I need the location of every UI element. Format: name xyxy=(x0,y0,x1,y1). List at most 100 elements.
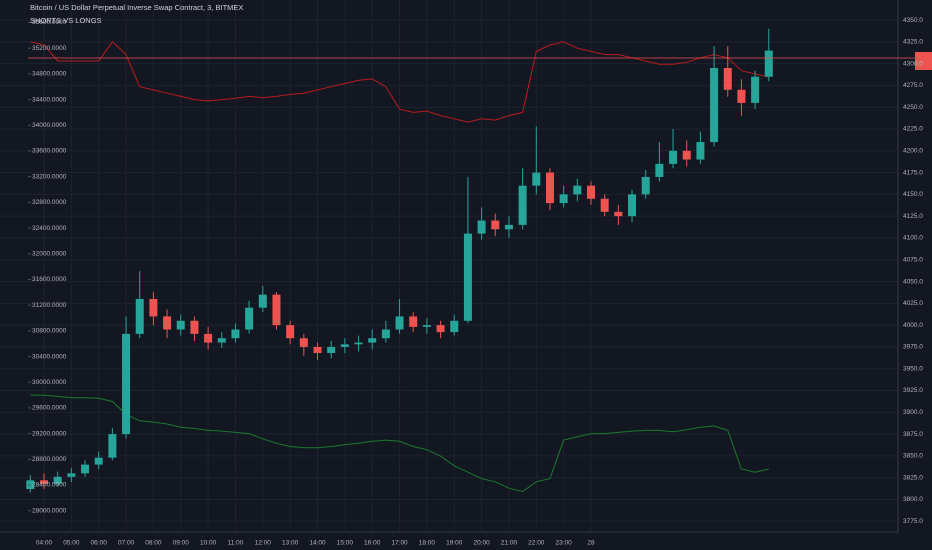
candle-body xyxy=(299,338,308,347)
price-marker xyxy=(915,52,932,70)
y-tick-label: 28400.0000 xyxy=(32,482,67,489)
candle-body xyxy=(710,67,719,143)
x-tick-label: 06:00 xyxy=(91,540,108,547)
candle-body xyxy=(395,316,404,330)
labels: 3775.0 3800.0 3825.0 3850.0 3875.0 3900.0 3925… xyxy=(28,17,923,547)
candle-body xyxy=(573,185,582,195)
y-tick-label: 30000.0000 xyxy=(32,379,67,386)
candle-body xyxy=(751,76,760,103)
y-tick-label: 28000.0000 xyxy=(32,507,67,514)
y2-tick-label: 4300.0 xyxy=(903,60,923,67)
candle-body xyxy=(587,185,595,199)
candle-body xyxy=(764,50,773,77)
y2-tick-label: 3925.0 xyxy=(903,387,923,394)
candle-body xyxy=(204,333,213,343)
x-tick-label: 17:00 xyxy=(391,540,408,547)
y2-tick-label: 4275.0 xyxy=(903,82,923,89)
candle-body xyxy=(340,344,349,347)
x-tick-label: 16:00 xyxy=(364,540,381,547)
candle-body xyxy=(477,220,486,234)
candle-body xyxy=(422,325,431,327)
y2-tick-label: 4325.0 xyxy=(903,39,923,46)
candle-body xyxy=(53,476,62,484)
candle-body xyxy=(81,464,90,474)
candle-body xyxy=(409,316,418,327)
candle-body xyxy=(518,185,527,225)
y2-tick-label: 4225.0 xyxy=(903,126,923,133)
y-tick-label: 29600.0000 xyxy=(32,405,67,412)
candle-body xyxy=(600,198,609,212)
candle-body xyxy=(40,480,48,484)
y2-tick-label: 3900.0 xyxy=(903,409,923,416)
y-tick-label: 34400.0000 xyxy=(32,96,67,103)
y2-tick-label: 3800.0 xyxy=(903,496,923,503)
candle-body xyxy=(504,224,513,230)
y2-tick-label: 4250.0 xyxy=(903,104,923,111)
y2-tick-label: 3775.0 xyxy=(903,518,923,525)
candle-body xyxy=(245,307,254,330)
x-tick-label: 12:00 xyxy=(255,540,272,547)
y2-tick-label: 3825.0 xyxy=(903,474,923,481)
y2-tick-label: 3950.0 xyxy=(903,365,923,372)
candle-body xyxy=(67,473,76,477)
candle-body xyxy=(628,194,637,217)
x-tick-label: 09:00 xyxy=(173,540,190,547)
y-tick-label: 35600.0000 xyxy=(32,19,67,26)
candle-body xyxy=(176,320,185,330)
y2-tick-label: 4075.0 xyxy=(903,256,923,263)
y-tick-label: 29200.0000 xyxy=(32,430,67,437)
y2-tick-label: 3875.0 xyxy=(903,431,923,438)
y2-tick-label: 3975.0 xyxy=(903,344,923,351)
x-tick-label: 20:00 xyxy=(473,540,490,547)
candle-body xyxy=(450,320,459,333)
candle-body xyxy=(682,150,691,160)
y2-tick-label: 4050.0 xyxy=(903,278,923,285)
candle-body xyxy=(94,457,103,465)
candle-body xyxy=(532,172,541,186)
x-tick-label: 13:00 xyxy=(282,540,299,547)
candle-body xyxy=(641,176,650,195)
candle-body xyxy=(135,298,144,334)
x-tick-label: 14:00 xyxy=(309,540,326,547)
y2-tick-label: 4125.0 xyxy=(903,213,923,220)
y2-tick-label: 3850.0 xyxy=(903,453,923,460)
chart-title: Bitcoin / US Dollar Perpetual Inverse Sw… xyxy=(30,3,243,12)
candle-body xyxy=(327,346,336,354)
y-tick-label: 30800.0000 xyxy=(32,328,67,335)
x-tick-label: 21:00 xyxy=(501,540,518,547)
y-tick-label: 34000.0000 xyxy=(32,122,67,129)
x-tick-label: 04:00 xyxy=(36,540,53,547)
candle-body xyxy=(190,320,199,334)
candle-body xyxy=(313,346,322,354)
x-tick-label: 19:00 xyxy=(446,540,463,547)
candle-body xyxy=(696,142,705,160)
candle-body xyxy=(108,434,117,458)
candle-body xyxy=(463,233,472,321)
y2-tick-label: 4000.0 xyxy=(903,322,923,329)
candle-body xyxy=(669,150,678,164)
candle-body xyxy=(122,333,131,435)
y-tick-label: 33600.0000 xyxy=(32,148,67,155)
x-tick-label: 07:00 xyxy=(118,540,135,547)
x-tick-label: 28 xyxy=(587,540,595,547)
y-tick-label: 32000.0000 xyxy=(32,250,67,257)
y-tick-label: 28800.0000 xyxy=(32,456,67,463)
y-tick-label: 31600.0000 xyxy=(32,276,67,283)
y-tick-label: 32400.0000 xyxy=(32,225,67,232)
grid xyxy=(0,0,898,532)
x-tick-label: 22:00 xyxy=(528,540,545,547)
candle-body xyxy=(559,194,568,204)
x-tick-label: 08:00 xyxy=(145,540,162,547)
x-tick-label: 15:00 xyxy=(337,540,354,547)
candle-body xyxy=(354,342,363,345)
indicator-line xyxy=(30,394,769,493)
candle-body xyxy=(723,67,732,90)
candle-body xyxy=(231,329,240,339)
candle-body xyxy=(655,163,664,177)
candle-body xyxy=(545,172,554,204)
y-tick-label: 34800.0000 xyxy=(32,71,67,78)
y2-tick-label: 4150.0 xyxy=(903,191,923,198)
y-tick-label: 30400.0000 xyxy=(32,353,67,360)
